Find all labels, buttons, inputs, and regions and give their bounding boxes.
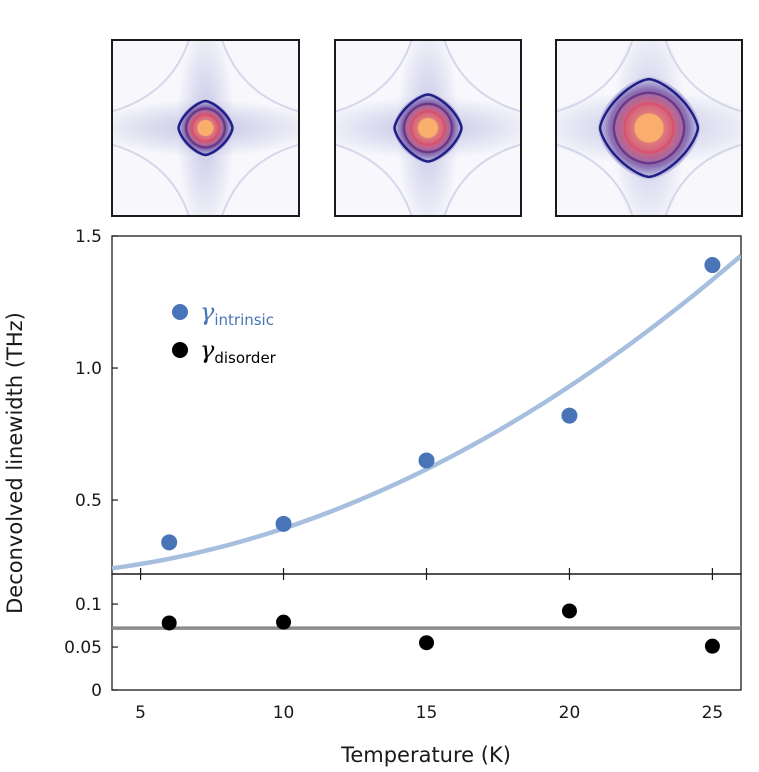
legend-marker-intrinsic — [172, 304, 188, 320]
disorder-point — [561, 603, 577, 619]
intrinsic-fit-curve — [112, 253, 741, 571]
inset-high-temperature — [555, 39, 743, 217]
x-tick-label: 25 — [702, 703, 724, 723]
x-axis-label: Temperature (K) — [340, 743, 511, 767]
top-y-tick-label: 1.0 — [75, 359, 102, 379]
x-tick-label: 20 — [559, 703, 581, 723]
y-axis-label: Deconvolved linewidth (THz) — [3, 312, 27, 614]
legend-label-disorder: γdisorder — [200, 336, 277, 367]
bottom-y-ticks: 0 0.05 0.1 — [64, 595, 118, 701]
disorder-point — [276, 614, 292, 630]
x-tick-label: 10 — [273, 703, 295, 723]
inset-low-temperature — [111, 39, 300, 217]
intrinsic-points — [161, 257, 721, 551]
x-tick-label: 15 — [416, 703, 438, 723]
top-panel-frame — [111, 235, 742, 575]
disorder-points — [161, 603, 720, 654]
legend-marker-disorder — [172, 342, 188, 358]
legend: γintrinsic γdisorder — [172, 298, 277, 367]
intrinsic-point — [275, 515, 292, 532]
bottom-x-ticks: 5 10 15 20 25 — [135, 574, 723, 723]
bottom-y-tick-label: 0 — [91, 681, 102, 701]
top-x-ticks — [139, 568, 714, 574]
legend-label-intrinsic: γintrinsic — [200, 298, 274, 329]
intrinsic-point — [418, 452, 435, 469]
inset-mid-temperature-frame — [334, 39, 522, 217]
inset-mid-temperature — [334, 39, 522, 217]
intrinsic-point — [561, 407, 578, 424]
intrinsic-point — [704, 257, 721, 274]
disorder-point — [161, 615, 177, 631]
top-y-ticks: 0.5 1.0 1.5 — [75, 227, 118, 511]
bottom-panel: 0 0.05 0.1 5 10 15 20 25 — [64, 573, 742, 723]
top-y-tick-label: 0.5 — [75, 491, 102, 511]
inset-low-temperature-frame — [111, 39, 300, 217]
disorder-point — [419, 635, 434, 651]
disorder-point — [704, 638, 720, 654]
intrinsic-point — [161, 534, 178, 551]
bottom-panel-frame — [111, 573, 742, 691]
inset-maps — [111, 39, 743, 217]
bottom-y-tick-label: 0.1 — [75, 595, 102, 615]
bottom-y-tick-label: 0.05 — [64, 638, 102, 658]
x-tick-label: 5 — [135, 703, 146, 723]
top-panel: 0.5 1.0 1.5 γintrinsic γdisorder — [75, 227, 742, 575]
inset-high-temperature-frame — [555, 39, 743, 217]
top-y-tick-label: 1.5 — [75, 227, 102, 247]
intrinsic-fit-layer — [112, 253, 741, 571]
